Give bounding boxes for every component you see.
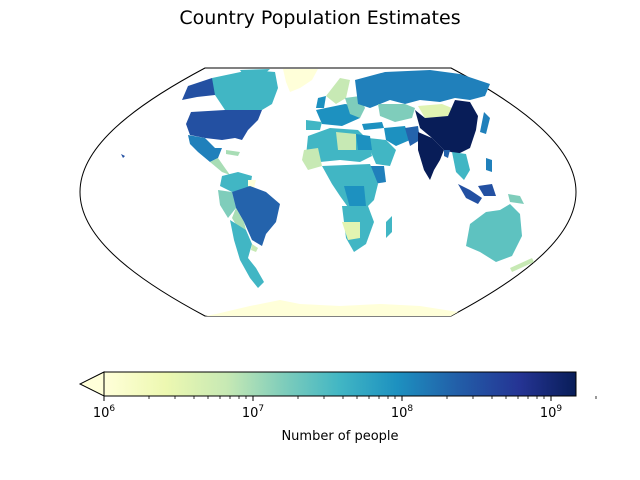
region-philippines: [486, 158, 492, 172]
region-uruguay: [251, 244, 258, 252]
region-peru: [218, 190, 236, 218]
region-bangladesh: [444, 150, 450, 158]
colorbar-tick-1e8: 108: [390, 404, 414, 421]
colorbar-tick-1e7: 107: [241, 404, 265, 421]
region-argentina: [230, 220, 264, 288]
region-alaska: [182, 78, 222, 100]
region-caribbean: [226, 150, 240, 156]
region-colombia-venezuela: [220, 172, 252, 192]
region-australia: [466, 204, 522, 262]
colorbar-label: Number of people: [281, 429, 399, 444]
region-egypt: [356, 134, 372, 150]
region-turkey: [362, 122, 384, 130]
region-usa: [186, 110, 262, 140]
region-brazil: [232, 186, 280, 246]
region-se-asia: [452, 152, 470, 180]
colorbar-tick-1e6: 106: [92, 404, 116, 421]
colorbar-extend-min: [78, 371, 105, 397]
region-mongolia: [418, 104, 452, 118]
region-canada-islands: [240, 69, 270, 76]
region-scandinavia: [326, 78, 350, 104]
region-madagascar: [386, 216, 392, 238]
region-mexico: [188, 135, 222, 162]
region-indonesia-east: [478, 184, 496, 196]
region-namibia-botswana: [342, 222, 360, 240]
colorbar-minor-ticks: [148, 396, 597, 399]
region-antarctica: [205, 300, 458, 316]
region-china: [415, 100, 478, 154]
region-central-america: [210, 158, 230, 175]
region-pakistan: [405, 126, 420, 146]
region-canada: [212, 70, 278, 110]
colorbar-tick-1e9: 109: [539, 404, 563, 421]
region-india: [418, 132, 444, 180]
region-libya: [336, 132, 356, 150]
region-png: [508, 194, 524, 204]
colorbar-gradient: [103, 371, 577, 397]
colorbar-major-ticks: [103, 396, 552, 401]
chart-title: Country Population Estimates: [179, 7, 461, 29]
region-japan: [480, 112, 490, 134]
region-kazakhstan: [378, 104, 415, 122]
region-hawaii: [121, 154, 125, 158]
region-drc: [344, 186, 366, 208]
region-west-africa: [302, 148, 322, 170]
region-indonesia: [458, 184, 482, 204]
region-uk: [316, 96, 326, 108]
region-iran: [384, 126, 410, 146]
region-greenland: [283, 69, 318, 92]
region-arabia: [368, 138, 396, 166]
region-russia: [355, 70, 490, 108]
region-bolivia: [232, 208, 246, 230]
region-nz: [510, 258, 534, 272]
region-spain: [306, 120, 322, 130]
